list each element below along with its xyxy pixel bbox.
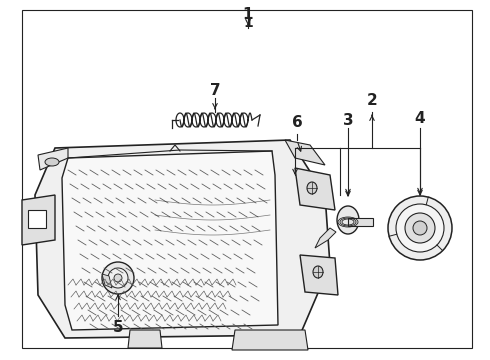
Polygon shape — [38, 148, 68, 170]
Text: 4: 4 — [415, 111, 425, 126]
Text: 3: 3 — [343, 113, 353, 127]
Circle shape — [114, 274, 122, 282]
Circle shape — [405, 213, 435, 243]
Polygon shape — [315, 228, 336, 248]
Polygon shape — [62, 151, 278, 330]
Circle shape — [388, 196, 452, 260]
Text: 5: 5 — [113, 320, 123, 336]
Polygon shape — [300, 255, 338, 295]
Polygon shape — [232, 330, 308, 350]
Ellipse shape — [307, 182, 317, 194]
Polygon shape — [35, 140, 330, 338]
Ellipse shape — [45, 158, 59, 166]
Circle shape — [108, 268, 128, 288]
Circle shape — [102, 262, 134, 294]
Circle shape — [413, 221, 427, 235]
Polygon shape — [102, 274, 112, 288]
Polygon shape — [128, 330, 162, 348]
Text: 1: 1 — [243, 6, 253, 22]
Circle shape — [396, 204, 444, 252]
Text: 6: 6 — [292, 114, 302, 130]
Polygon shape — [295, 168, 335, 210]
Polygon shape — [285, 140, 325, 165]
Bar — [28, 210, 46, 228]
Text: 2: 2 — [367, 93, 377, 108]
Text: 7: 7 — [210, 82, 220, 98]
Bar — [348, 218, 373, 226]
Polygon shape — [22, 195, 55, 245]
Ellipse shape — [337, 206, 359, 234]
Ellipse shape — [313, 266, 323, 278]
Text: 1: 1 — [243, 16, 253, 30]
